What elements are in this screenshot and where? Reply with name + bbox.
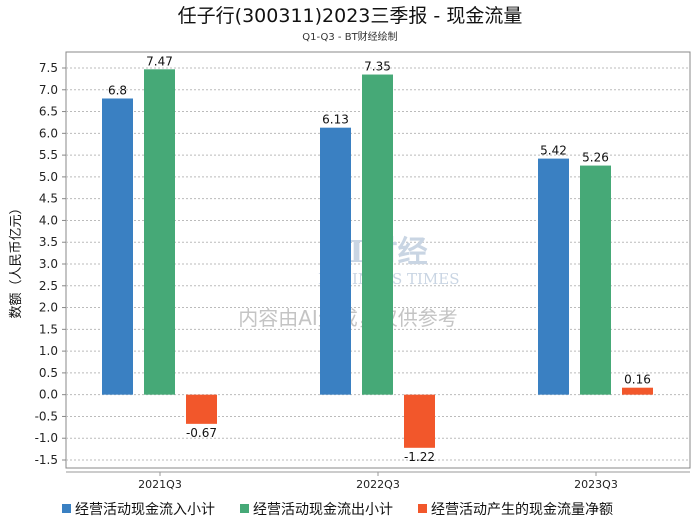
y-tick-label: -0.5	[35, 409, 58, 423]
plot-area	[65, 51, 691, 469]
bar	[538, 158, 569, 395]
x-tick-label: 2022Q3	[356, 478, 400, 491]
bar	[144, 69, 175, 395]
y-tick-label: 0.0	[39, 388, 58, 402]
data-label: 5.42	[540, 144, 567, 158]
y-tick-label: -1.0	[35, 431, 58, 445]
y-tick-label: 3.5	[39, 235, 58, 249]
bar	[404, 394, 435, 448]
x-tick-label: 2021Q3	[138, 478, 182, 491]
data-label: 6.13	[322, 113, 349, 127]
data-label: 5.26	[582, 151, 609, 165]
y-tick-label: 5.0	[39, 170, 58, 184]
chart-title: 任子行(300311)2023三季报 - 现金流量	[178, 5, 523, 27]
legend-swatch	[62, 504, 71, 513]
data-label: 7.47	[146, 54, 173, 68]
legend-swatch	[240, 504, 249, 513]
data-label: 7.35	[364, 60, 391, 74]
data-label: -0.67	[186, 426, 217, 440]
y-tick-label: -1.5	[35, 453, 58, 467]
y-tick-label: 1.0	[39, 344, 58, 358]
y-tick-label: 7.0	[39, 83, 58, 97]
y-tick-label: 6.5	[39, 105, 58, 119]
legend-label: 经营活动现金流出小计	[253, 502, 393, 518]
y-tick-label: 5.5	[39, 148, 58, 162]
y-axis-label: 数额（人民币亿元）	[9, 201, 24, 318]
bar	[362, 74, 393, 395]
bar	[622, 387, 653, 395]
y-tick-label: 1.5	[39, 322, 58, 336]
bar	[186, 394, 217, 424]
data-label: -1.22	[404, 450, 435, 464]
legend-swatch	[418, 504, 427, 513]
y-tick-label: 6.0	[39, 126, 58, 140]
y-tick-label: 0.5	[39, 366, 58, 380]
y-tick-label: 3.0	[39, 257, 58, 271]
bar	[580, 165, 611, 395]
data-label: 0.16	[624, 373, 651, 387]
bar	[102, 98, 133, 395]
y-tick-label: 2.0	[39, 301, 58, 315]
y-tick-label: 4.0	[39, 213, 58, 227]
bar	[320, 127, 351, 395]
data-label: 6.8	[108, 83, 127, 97]
y-tick-label: 2.5	[39, 279, 58, 293]
y-tick-label: 7.5	[39, 61, 58, 75]
x-tick-label: 2023Q3	[574, 478, 618, 491]
legend-label: 经营活动产生的现金流量净额	[431, 502, 613, 518]
legend-label: 经营活动现金流入小计	[75, 502, 215, 518]
y-tick-label: 4.5	[39, 192, 58, 206]
chart-subtitle: Q1-Q3 - BT财经绘制	[302, 30, 397, 43]
